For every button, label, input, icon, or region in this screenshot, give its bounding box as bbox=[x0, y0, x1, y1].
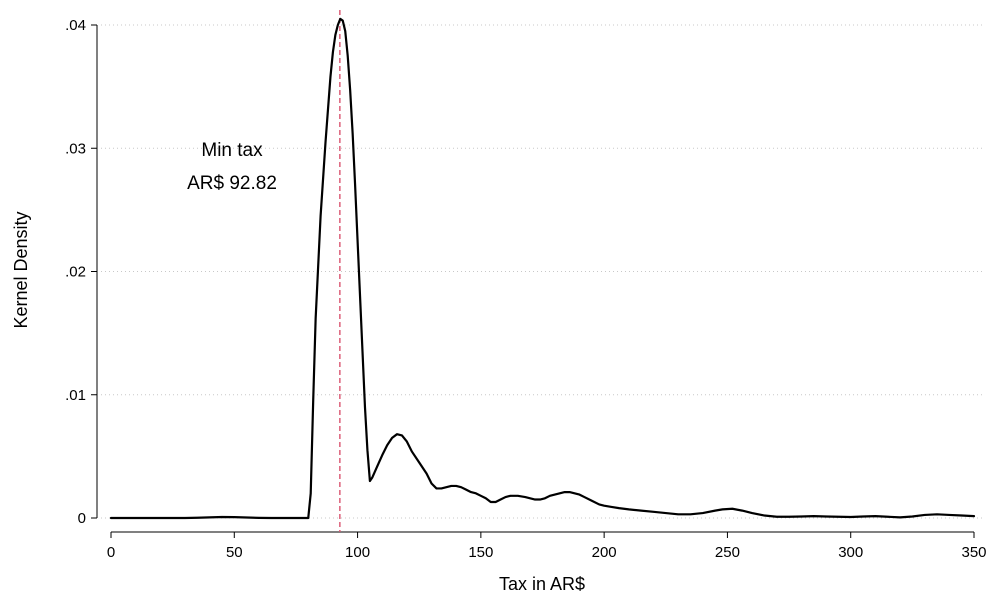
x-tick-label: 200 bbox=[592, 544, 617, 561]
x-axis-title: Tax in AR$ bbox=[499, 574, 585, 594]
x-tick-label: 150 bbox=[468, 544, 493, 561]
x-tick-label: 300 bbox=[838, 544, 863, 561]
y-tick-label: .02 bbox=[65, 264, 86, 281]
y-tick-label: .04 bbox=[65, 17, 86, 34]
x-tick-label: 250 bbox=[715, 544, 740, 561]
density-series bbox=[109, 17, 976, 520]
x-tick-label: 100 bbox=[345, 544, 370, 561]
density-line bbox=[109, 17, 976, 520]
y-tick-label: .01 bbox=[65, 387, 86, 404]
axes: 0 .01 .02 .03 .04 0 50 100 150 200 250 300 350 bbox=[65, 17, 986, 561]
y-tick-label: .03 bbox=[65, 140, 86, 157]
x-tick-label: 50 bbox=[226, 544, 243, 561]
annotation-min-tax-line2: AR$ 92.82 bbox=[187, 173, 277, 194]
y-tick-label: 0 bbox=[78, 510, 86, 527]
y-axis-title: Kernel Density bbox=[11, 211, 31, 328]
annotation-min-tax-line1: Min tax bbox=[201, 140, 263, 161]
x-tick-label: 0 bbox=[107, 544, 115, 561]
x-tick-label: 350 bbox=[961, 544, 986, 561]
